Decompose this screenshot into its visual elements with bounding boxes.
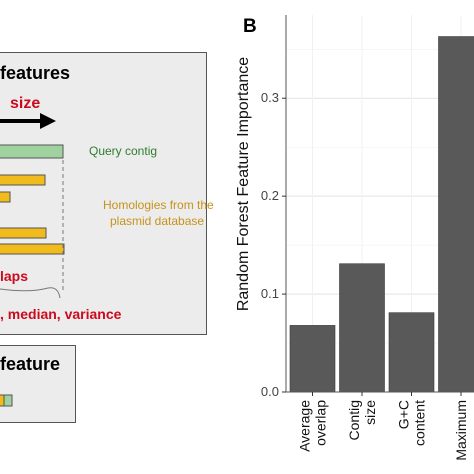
- bar: [289, 325, 336, 393]
- query-contig-bar: [0, 144, 64, 159]
- query-contig-label: Query contig: [89, 144, 158, 158]
- x-tick-label: Average: [297, 400, 313, 452]
- panel-a-features-box: [0, 52, 207, 335]
- homology-label-line2: plasmid database: [110, 214, 205, 228]
- homology-bar: [0, 243, 65, 255]
- x-tick-label: G+C: [396, 400, 412, 429]
- y-tick-label: 0.0: [261, 384, 279, 399]
- panel-b-letter: B: [243, 16, 257, 37]
- size-label: size: [10, 95, 41, 112]
- homology-bar: [0, 227, 47, 239]
- feature-title: feature: [0, 354, 61, 374]
- x-tick-label: overlap: [313, 400, 329, 446]
- x-tick-label: size: [362, 400, 378, 425]
- features-title: features: [0, 63, 71, 83]
- y-tick-label: 0.3: [261, 90, 279, 105]
- overlap-brace: [0, 287, 61, 299]
- y-tick-label: 0.2: [261, 188, 279, 203]
- bar: [339, 263, 385, 393]
- panel-a-feature-box: [0, 345, 76, 423]
- bar: [388, 312, 435, 393]
- x-tick-label: Contig: [346, 400, 362, 440]
- homology-bar: [0, 174, 46, 186]
- x-tick-label: Maximum: [453, 400, 469, 461]
- feature-bar-green: [3, 394, 13, 407]
- homology-label-line1: Homologies from the: [103, 198, 214, 212]
- x-tick-label: content: [412, 400, 428, 446]
- y-tick-label: 0.1: [261, 286, 279, 301]
- overlaps-label: laps: [0, 268, 29, 284]
- bar: [438, 36, 474, 393]
- size-arrow-head: [40, 113, 56, 129]
- stats-label: , median, variance: [0, 306, 122, 322]
- homology-bar: [0, 191, 11, 203]
